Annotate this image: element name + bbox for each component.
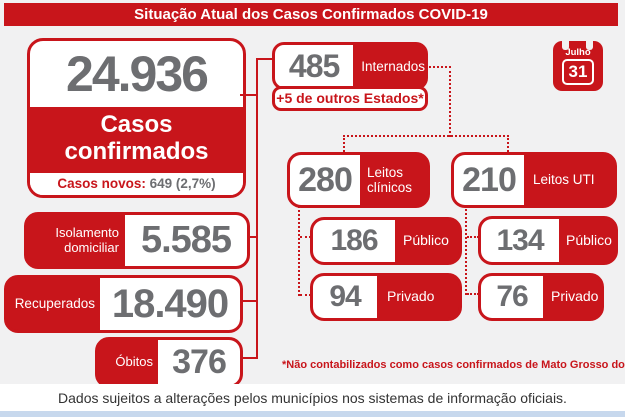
clinical-beds-value: 280 bbox=[290, 155, 360, 205]
calendar-month: Julho bbox=[565, 47, 591, 58]
icu-beds-label: Leitos UTI bbox=[533, 172, 595, 188]
connector-line bbox=[236, 300, 256, 302]
connector-dotted-line bbox=[343, 135, 345, 152]
recovered-value: 18.490 bbox=[100, 278, 240, 330]
calendar-ring-icon bbox=[586, 38, 593, 50]
recovered-card: Recuperados 18.490 bbox=[4, 275, 243, 333]
page-title: Situação Atual dos Casos Confirmados COV… bbox=[4, 3, 618, 26]
clinical-public-card: 186 Público bbox=[310, 217, 462, 265]
clinical-private-label: Privado bbox=[387, 288, 435, 305]
hospitalized-pill: 485 Internados bbox=[272, 42, 428, 90]
deaths-label: Óbitos bbox=[115, 354, 153, 370]
calendar-ring-icon bbox=[562, 38, 569, 50]
confirmed-cases-card: 24.936 Casos confirmados Casos novos: 64… bbox=[27, 38, 246, 198]
icu-private-card: 76 Privado bbox=[478, 273, 604, 321]
icu-public-label: Público bbox=[566, 231, 612, 248]
connector-dotted-line bbox=[467, 236, 479, 238]
bottom-blue-strip bbox=[0, 411, 625, 417]
connector-dotted-line bbox=[429, 66, 451, 68]
icu-public-value: 134 bbox=[481, 219, 559, 262]
connector-dotted-line bbox=[343, 135, 509, 137]
connector-line bbox=[258, 58, 272, 60]
icu-private-label: Privado bbox=[551, 288, 599, 305]
hospitalized-label: Internados bbox=[361, 58, 425, 74]
connector-line bbox=[256, 58, 258, 359]
clinical-private-card: 94 Privado bbox=[310, 273, 462, 321]
icu-beds-value: 210 bbox=[454, 155, 524, 205]
disclaimer-bar: Dados sujeitos a alterações pelos municí… bbox=[0, 384, 625, 411]
connector-dotted-line bbox=[298, 201, 300, 296]
recovered-label: Recuperados bbox=[14, 296, 95, 312]
new-cases-label: Casos novos: bbox=[57, 175, 146, 191]
connector-dotted-line bbox=[300, 294, 311, 296]
connector-line bbox=[236, 357, 256, 359]
clinical-public-label: Público bbox=[403, 232, 449, 249]
clinical-private-value: 94 bbox=[313, 276, 377, 318]
home-isolation-card: Isolamento domiciliar 5.585 bbox=[24, 212, 250, 269]
icu-beds-card: 210 Leitos UTI bbox=[451, 152, 617, 208]
connector-dotted-line bbox=[465, 201, 467, 295]
deaths-card: Óbitos 376 bbox=[95, 337, 243, 388]
hospitalized-value: 485 bbox=[275, 45, 354, 87]
connector-line bbox=[240, 94, 257, 96]
connector-dotted-line bbox=[507, 135, 509, 152]
confirmed-label: Casos confirmados bbox=[30, 107, 243, 173]
clinical-beds-card: 280 Leitos clínicos bbox=[287, 152, 430, 208]
calendar-icon: Julho 31 bbox=[553, 38, 603, 91]
home-isolation-value: 5.585 bbox=[125, 215, 247, 266]
footnote: *Não contabilizados como casos confirmad… bbox=[282, 359, 625, 371]
icu-public-card: 134 Público bbox=[478, 216, 618, 265]
new-cases-row: Casos novos: 649 (2,7%) bbox=[30, 172, 243, 195]
connector-dotted-line bbox=[467, 293, 479, 295]
deaths-value: 376 bbox=[158, 340, 240, 385]
new-cases-value: 649 (2,7%) bbox=[149, 175, 216, 191]
connector-dotted-line bbox=[449, 66, 451, 137]
clinical-beds-label: Leitos clínicos bbox=[367, 164, 413, 195]
calendar-day: 31 bbox=[562, 59, 594, 85]
other-states-note: +5 de outros Estados* bbox=[272, 86, 428, 111]
confirmed-total-value: 24.936 bbox=[66, 46, 209, 102]
hospitalized-card: 485 Internados +5 de outros Estados* bbox=[272, 42, 428, 111]
home-isolation-label: Isolamento domiciliar bbox=[55, 224, 119, 255]
connector-dotted-line bbox=[300, 236, 311, 238]
icu-private-value: 76 bbox=[481, 276, 543, 318]
clinical-public-value: 186 bbox=[313, 220, 395, 262]
disclaimer-text: Dados sujeitos a alterações pelos municí… bbox=[58, 389, 567, 406]
